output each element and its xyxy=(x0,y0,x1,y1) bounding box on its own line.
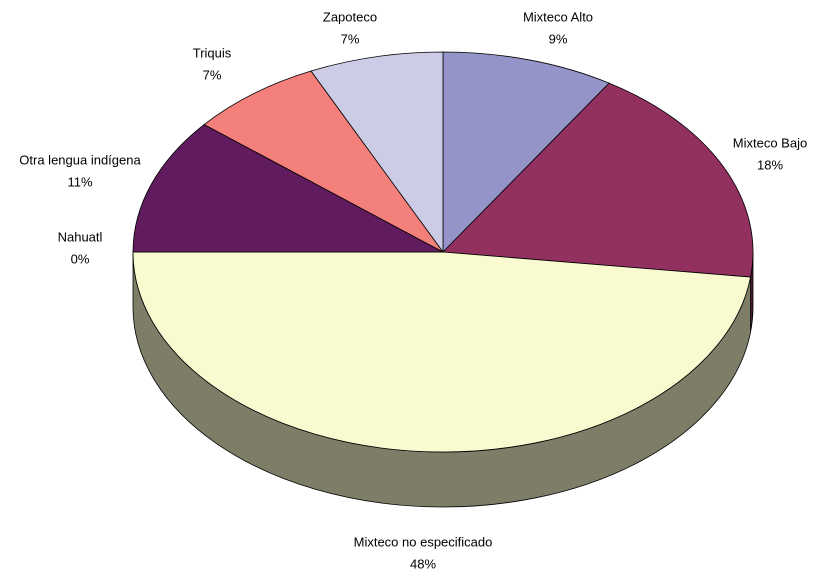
value-label: 18% xyxy=(757,157,783,172)
value-label: 48% xyxy=(410,556,436,571)
slice-label: Mixteco Alto xyxy=(523,9,593,24)
slice xyxy=(132,124,444,253)
slice xyxy=(203,70,444,253)
value-label: 9% xyxy=(549,31,568,46)
slice-label: Otra lengua indígena xyxy=(19,152,141,167)
value-label: 7% xyxy=(203,67,222,82)
slice-label: Mixteco no especificado xyxy=(354,534,493,549)
slice xyxy=(132,251,751,453)
slice-label: Triquis xyxy=(193,45,232,60)
slice xyxy=(310,51,444,253)
value-label: 11% xyxy=(67,174,92,189)
value-label: 0% xyxy=(71,251,90,266)
slice-label: Nahuatl xyxy=(58,229,103,244)
value-label: 7% xyxy=(341,31,360,46)
slice xyxy=(442,82,754,278)
slice-label: Mixteco Bajo xyxy=(733,135,807,150)
slice xyxy=(442,51,610,253)
slice-label: Zapoteco xyxy=(323,9,377,24)
